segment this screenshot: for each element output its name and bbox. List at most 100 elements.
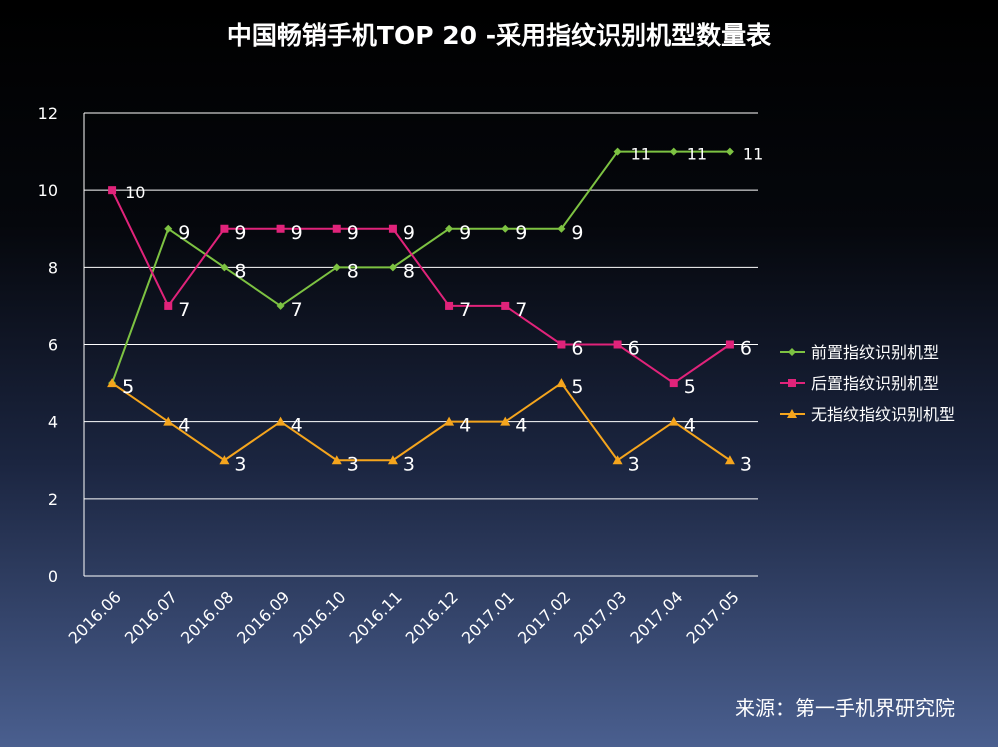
data-point <box>332 263 341 272</box>
data-label: 4 <box>684 415 696 437</box>
data-point <box>163 416 174 426</box>
data-label: 3 <box>740 453 752 475</box>
data-label: 7 <box>459 299 471 321</box>
data-label: 8 <box>347 260 359 282</box>
legend-entry: 无指纹指纹识别机型 <box>780 405 955 424</box>
data-label: 11 <box>631 145 651 164</box>
legend-label: 后置指纹识别机型 <box>811 374 939 393</box>
data-point <box>445 224 454 233</box>
data-label: 11 <box>687 145 707 164</box>
y-tick-label: 10 <box>38 181 58 200</box>
data-point <box>669 379 678 388</box>
legend-entry: 后置指纹识别机型 <box>780 374 939 393</box>
data-label: 7 <box>178 299 190 321</box>
data-label: 3 <box>403 453 415 475</box>
data-point <box>332 224 341 233</box>
chart-title: 中国畅销手机TOP 20 -采用指纹识别机型数量表 <box>227 21 772 50</box>
series-line <box>111 381 731 462</box>
data-label: 6 <box>740 338 752 360</box>
data-point <box>388 263 397 272</box>
data-point <box>788 379 796 387</box>
data-point <box>108 186 117 195</box>
data-label: 9 <box>178 222 190 244</box>
data-point <box>219 455 230 465</box>
data-label: 11 <box>743 145 763 164</box>
data-label: 7 <box>515 299 527 321</box>
data-point <box>107 378 118 388</box>
x-tick-label: 2016.06 <box>65 587 125 647</box>
x-tick-label: 2017.04 <box>626 587 686 647</box>
data-point <box>445 301 454 310</box>
y-tick-label: 8 <box>48 258 58 277</box>
x-tick-label: 2017.02 <box>514 587 574 647</box>
x-tick-label: 2017.03 <box>570 587 630 647</box>
x-tick-label: 2017.05 <box>683 587 743 647</box>
data-point <box>164 301 173 310</box>
data-point <box>275 416 286 426</box>
data-label: 8 <box>403 260 415 282</box>
data-label: 9 <box>347 222 359 244</box>
legend-label: 前置指纹识别机型 <box>811 343 939 362</box>
y-tick-label: 4 <box>48 413 58 432</box>
data-label: 9 <box>234 222 246 244</box>
data-point <box>164 224 173 233</box>
data-point <box>668 416 679 426</box>
data-point <box>724 455 735 465</box>
data-point <box>276 301 285 310</box>
data-label: 9 <box>291 222 303 244</box>
data-label: 6 <box>628 338 640 360</box>
data-point <box>725 147 734 156</box>
data-label: 3 <box>234 453 246 475</box>
y-tick-label: 0 <box>48 567 58 586</box>
series-line <box>111 189 731 385</box>
data-label: 4 <box>459 415 471 437</box>
data-point <box>669 147 678 156</box>
data-label: 9 <box>571 222 583 244</box>
y-tick-label: 6 <box>48 336 58 355</box>
axes: 0246810122016.062016.072016.082016.09201… <box>38 104 758 648</box>
data-point <box>331 455 342 465</box>
data-point <box>612 455 623 465</box>
y-tick-label: 2 <box>48 490 58 509</box>
data-label: 4 <box>515 415 527 437</box>
data-point <box>557 340 566 349</box>
data-label: 9 <box>459 222 471 244</box>
x-tick-label: 2016.11 <box>346 587 406 647</box>
legend-entry: 前置指纹识别机型 <box>780 343 939 362</box>
data-point <box>388 224 397 233</box>
series-1 <box>108 147 734 388</box>
data-point <box>444 416 455 426</box>
data-point <box>725 340 734 349</box>
data-label: 4 <box>178 415 190 437</box>
data-point <box>220 224 229 233</box>
data-point <box>387 455 398 465</box>
x-tick-label: 2016.08 <box>177 587 237 647</box>
y-tick-label: 12 <box>38 104 58 123</box>
data-label: 9 <box>403 222 415 244</box>
data-point <box>788 348 796 356</box>
data-label: 5 <box>684 376 696 398</box>
data-label: 5 <box>122 376 134 398</box>
data-label: 3 <box>347 453 359 475</box>
data-point <box>220 263 229 272</box>
data-label: 4 <box>291 415 303 437</box>
data-label: 9 <box>515 222 527 244</box>
data-label: 8 <box>234 260 246 282</box>
data-point <box>501 301 510 310</box>
source-credit: 来源：第一手机界研究院 <box>735 696 955 720</box>
series-2 <box>108 186 734 388</box>
series-3 <box>107 378 735 465</box>
x-tick-label: 2016.12 <box>402 587 462 647</box>
series-line <box>111 150 730 384</box>
series-layer <box>107 147 735 465</box>
data-point <box>787 409 797 418</box>
x-tick-label: 2016.09 <box>233 587 293 647</box>
x-tick-label: 2017.01 <box>458 587 518 647</box>
x-tick-label: 2016.10 <box>289 587 349 647</box>
data-label: 3 <box>628 453 640 475</box>
data-point <box>500 416 511 426</box>
